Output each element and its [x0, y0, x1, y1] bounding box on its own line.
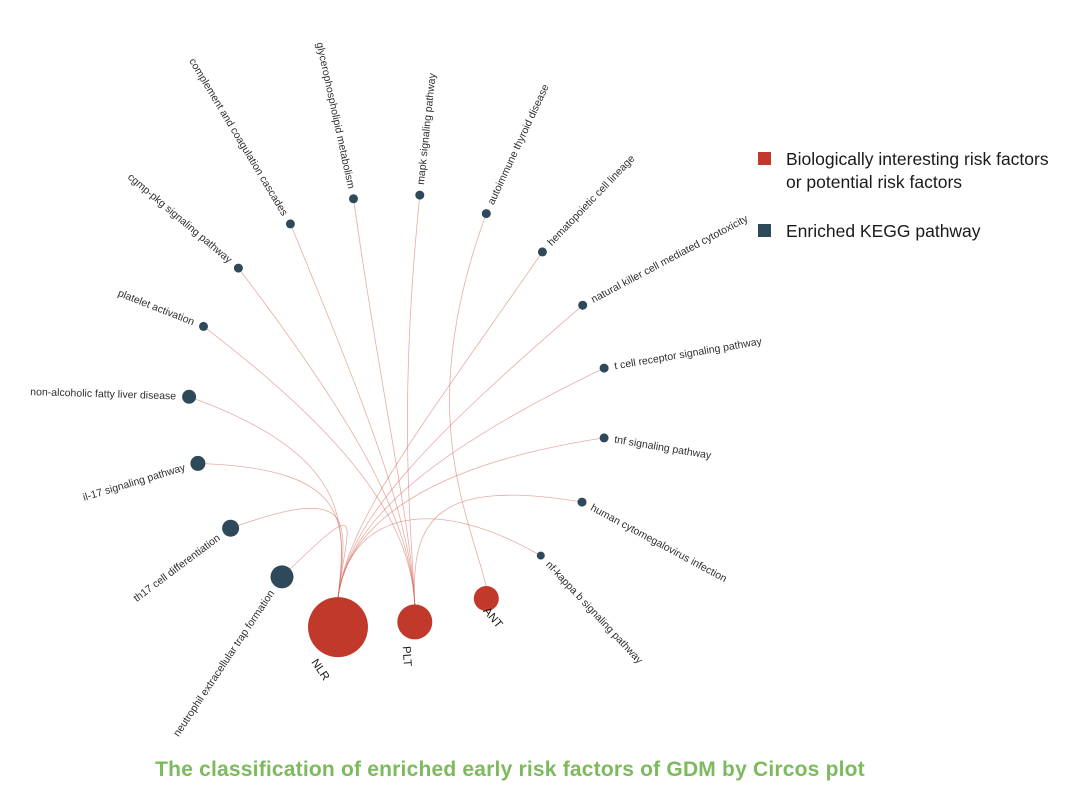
- kegg-pathway-swatch-icon: [758, 224, 771, 238]
- legend-label-risk-factors: Biologically interesting risk factors or…: [786, 149, 1049, 193]
- pathway-node-nafld: [182, 389, 197, 404]
- node-label-tnf: tnf signaling pathway: [613, 434, 712, 462]
- node-label-glycero: glycerophospholipid metabolism: [314, 41, 358, 190]
- risk-factor-swatch-icon: [758, 152, 771, 165]
- node-label-hemato: hematopoietic cell lineage: [545, 153, 637, 249]
- edge-NLR-nafld: [188, 396, 342, 599]
- node-label-tcr: t cell receptor signaling pathway: [613, 335, 763, 372]
- node-label-autoimmune: autoimmune thyroid disease: [485, 82, 551, 206]
- pathway-node-mapk: [415, 190, 425, 200]
- legend-label-kegg-pathway: Enriched KEGG pathway: [786, 221, 981, 242]
- edge-NLR-il17: [197, 463, 343, 599]
- node-label-ANT: ANT: [480, 605, 504, 630]
- edge-NLR-tcr: [337, 367, 605, 599]
- node-label-complement: complement and coagulation cascades: [186, 56, 290, 218]
- node-label-platelet: platelet activation: [116, 287, 196, 328]
- node-label-hcmv: human cytomegalovirus infection: [588, 502, 728, 585]
- pathway-node-cgmp: [233, 263, 243, 273]
- edge-NLR-th17: [230, 507, 344, 599]
- risk-node-NLR: [308, 597, 368, 658]
- edge-PLT-cgmp: [238, 267, 416, 606]
- edge-PLT-mapk: [407, 195, 421, 606]
- node-label-PLT: PLT: [400, 646, 413, 667]
- node-label-nk: natural killer cell mediated cytotoxicit…: [589, 212, 751, 305]
- pathway-node-tcr: [599, 363, 609, 373]
- node-label-th17: th17 cell differentiation: [131, 532, 222, 605]
- risk-node-ANT: [473, 586, 499, 611]
- pathway-node-th17: [222, 519, 240, 537]
- edge-NLR-nk: [337, 304, 583, 599]
- pathway-node-hcmv: [577, 497, 587, 507]
- node-label-nfkb: nf-kappa b signaling pathway: [543, 559, 645, 667]
- risk-node-PLT: [397, 604, 433, 640]
- legend: Biologically interesting risk factors or…: [758, 148, 1049, 243]
- pathway-node-autoimmune: [481, 209, 491, 219]
- legend-item-kegg-pathway: Enriched KEGG pathway: [758, 220, 1049, 243]
- edge-NLR-nfkb: [337, 518, 541, 599]
- legend-item-risk-factors: Biologically interesting risk factors or…: [758, 148, 1049, 194]
- edge-NLR-hemato: [337, 251, 543, 599]
- edge-ANT-autoimmune: [449, 213, 487, 588]
- edge-NLR-netf: [281, 524, 348, 599]
- node-label-cgmp: cgmp-pkg signaling pathway: [125, 171, 235, 266]
- figure-title: The classification of enriched early ris…: [155, 758, 865, 781]
- node-label-il17: il-17 signaling pathway: [82, 461, 188, 503]
- pathway-node-platelet: [199, 321, 208, 331]
- edge-PLT-complement: [290, 223, 416, 606]
- edge-PLT-platelet: [203, 326, 416, 606]
- pathway-node-nk: [578, 300, 588, 310]
- pathway-node-complement: [285, 219, 295, 229]
- pathway-node-hemato: [537, 247, 547, 257]
- pathway-node-tnf: [599, 433, 609, 443]
- pathway-node-il17: [190, 455, 206, 471]
- node-label-nafld: non-alcoholic fatty liver disease: [30, 386, 176, 402]
- node-label-netf: neutrophil extracellular trap formation: [171, 588, 277, 739]
- node-label-mapk: mapk signaling pathway: [415, 72, 439, 185]
- pathway-node-glycero: [349, 194, 358, 204]
- edge-PLT-hcmv: [413, 494, 583, 606]
- pathway-node-netf: [270, 565, 294, 589]
- edge-PLT-glycero: [353, 198, 416, 606]
- node-label-NLR: NLR: [309, 657, 332, 683]
- pathway-node-nfkb: [536, 551, 545, 560]
